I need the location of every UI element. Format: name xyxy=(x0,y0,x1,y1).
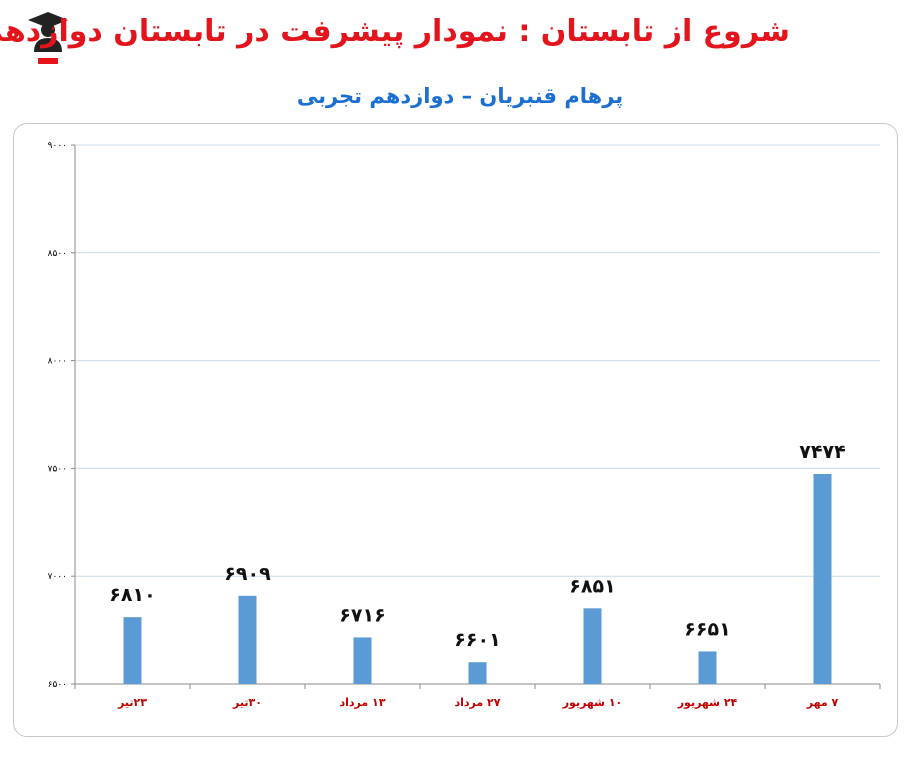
x-tick-label: ۲۴ شهریور xyxy=(677,696,738,709)
y-tick-label: ۶۵۰۰ xyxy=(48,680,67,690)
x-tick-label: ۷ مهر xyxy=(806,696,839,709)
data-label: ۶۷۱۶ xyxy=(339,604,385,626)
y-tick-label: ۷۰۰۰ xyxy=(48,572,67,582)
bar xyxy=(583,608,602,684)
data-label: ۶۶۵۱ xyxy=(684,618,730,640)
x-tick-label: ۱۰ شهریور xyxy=(562,696,623,709)
y-tick-label: ۸۵۰۰ xyxy=(48,249,67,259)
bar xyxy=(353,637,372,684)
data-label: ۶۸۱۰ xyxy=(109,584,155,606)
data-label: ۶۶۰۱ xyxy=(454,629,500,651)
x-tick-label: ۱۳ مرداد xyxy=(340,696,386,709)
x-tick-label: ۳۰تیر xyxy=(232,696,262,709)
x-tick-label: ۲۳تیر xyxy=(117,696,147,709)
x-tick-label: ۲۷ مرداد xyxy=(455,696,501,709)
y-tick-label: ۸۰۰۰ xyxy=(48,357,67,367)
y-tick-label: ۹۰۰۰ xyxy=(48,141,67,151)
y-tick-label: ۷۵۰۰ xyxy=(48,464,67,474)
chart-frame xyxy=(13,123,898,737)
data-label: ۶۸۵۱ xyxy=(569,575,615,597)
data-label: ۷۴۷۴ xyxy=(799,441,845,463)
bar xyxy=(238,595,257,684)
page-subtitle: پرهام قنبریان – دوازدهم تجربی xyxy=(296,84,624,108)
logo-icon xyxy=(28,12,68,64)
page-title: شروع از تابستان : نمودار پیشرفت در تابست… xyxy=(0,14,790,49)
bar xyxy=(813,474,832,684)
logo xyxy=(24,8,72,68)
bar xyxy=(468,662,487,684)
bar xyxy=(123,617,142,684)
data-label: ۶۹۰۹ xyxy=(224,563,271,585)
bar xyxy=(698,651,717,684)
